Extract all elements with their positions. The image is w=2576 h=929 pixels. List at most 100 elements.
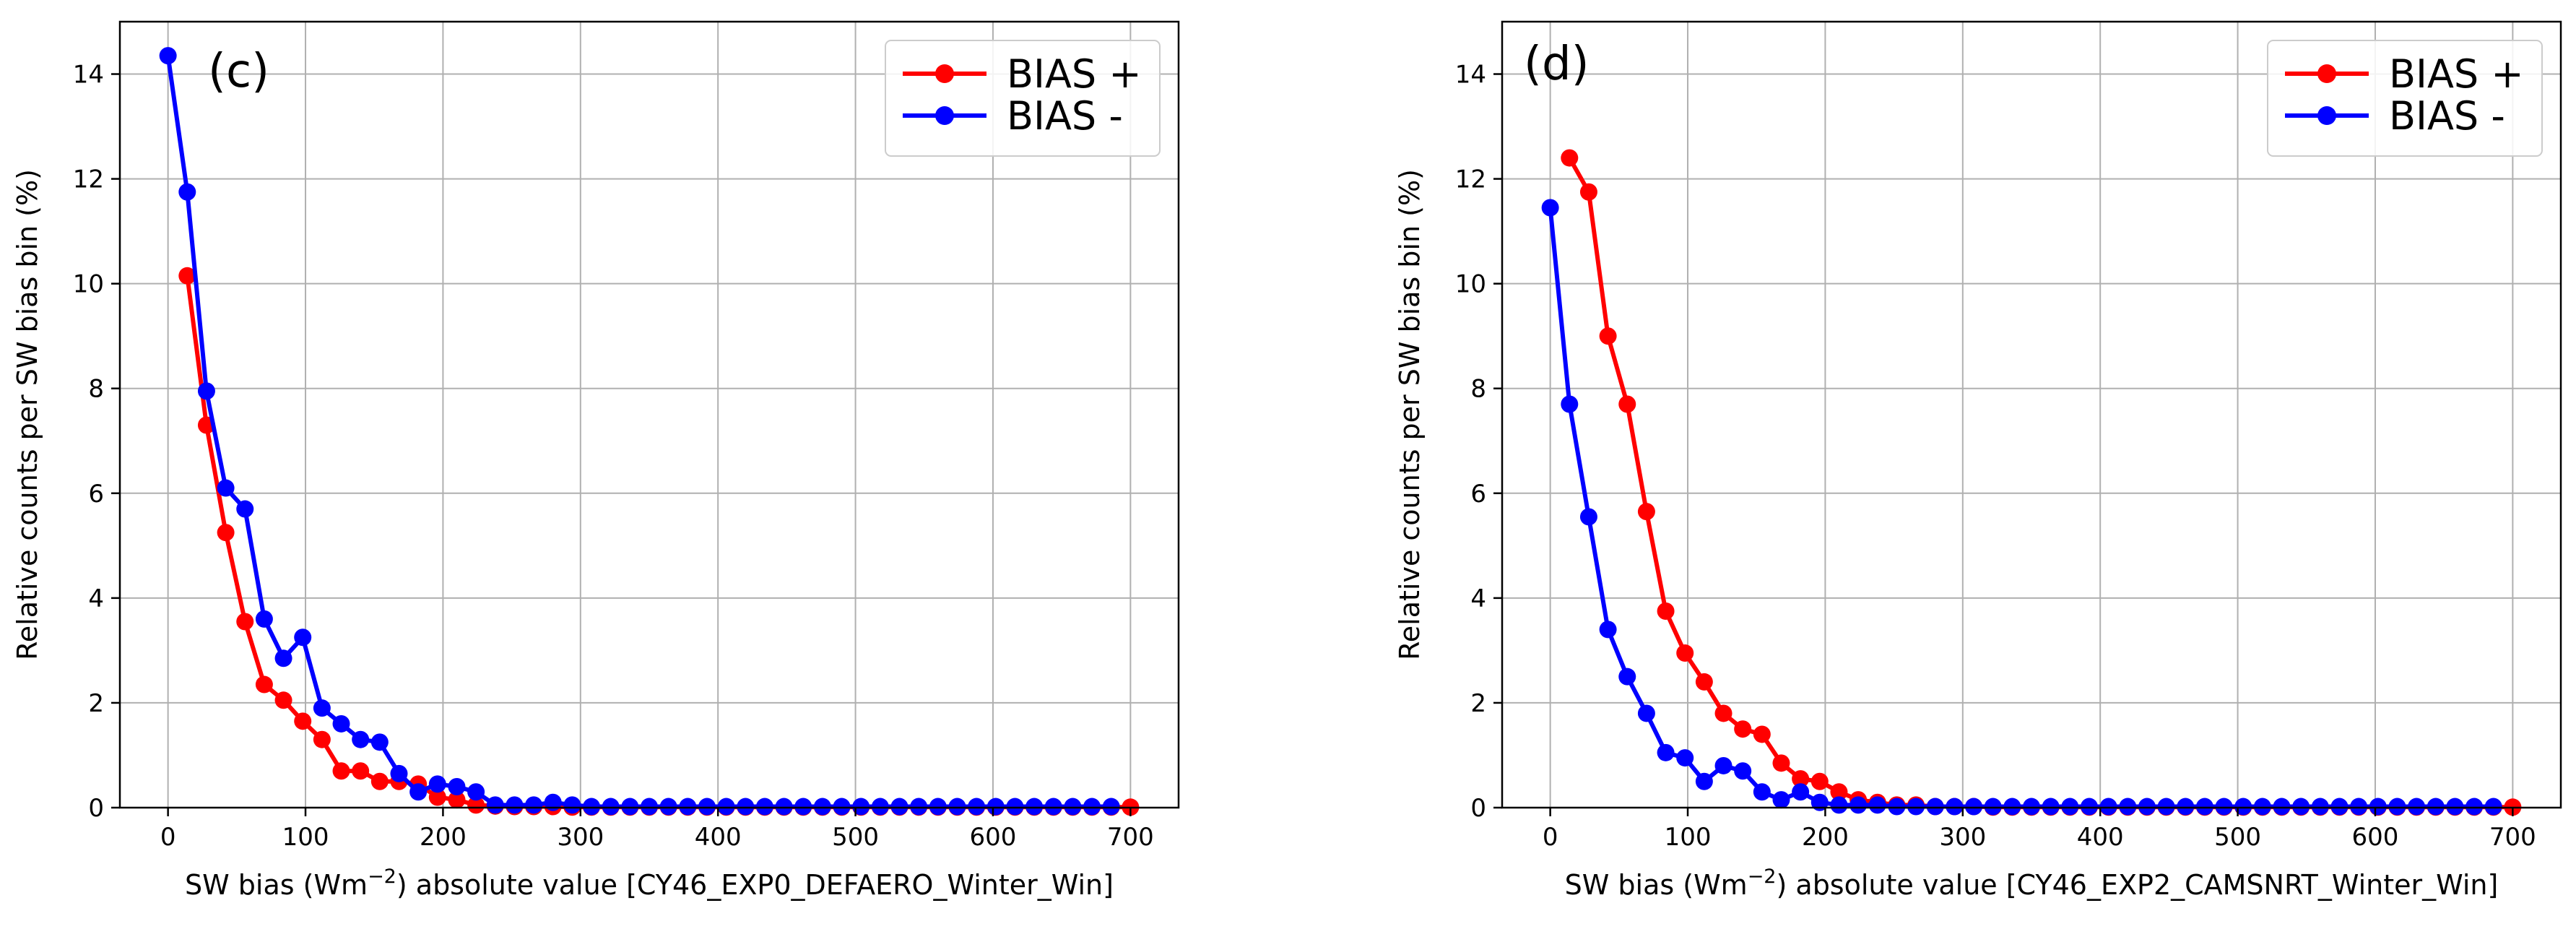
- data-point-bias-minus: [1849, 796, 1868, 814]
- data-point-bias-minus: [910, 798, 928, 816]
- data-point-bias-minus: [1810, 793, 1829, 811]
- y-tick-label: 10: [73, 270, 104, 299]
- data-point-bias-minus: [2099, 798, 2117, 816]
- data-point-bias-minus: [890, 798, 908, 816]
- data-point-bias-minus: [428, 775, 446, 793]
- data-point-bias-plus: [1561, 149, 1579, 167]
- data-point-bias-minus: [986, 798, 1005, 816]
- data-point-bias-minus: [717, 798, 735, 816]
- data-point-bias-minus: [583, 798, 601, 816]
- data-point-bias-minus: [1792, 783, 1810, 801]
- data-point-bias-minus: [506, 796, 524, 814]
- legend: BIAS +BIAS -: [885, 40, 1161, 157]
- data-point-bias-plus: [1753, 725, 1771, 743]
- data-point-bias-plus: [1579, 183, 1597, 201]
- data-point-bias-minus: [794, 798, 812, 816]
- y-tick-label: 4: [1470, 584, 1486, 613]
- data-point-bias-minus: [641, 798, 658, 816]
- data-point-bias-plus: [1772, 754, 1790, 772]
- data-point-bias-minus: [852, 798, 870, 816]
- data-point-bias-minus: [1868, 796, 1886, 814]
- legend-label-bias-plus: BIAS +: [1007, 51, 1142, 97]
- data-point-bias-minus: [755, 798, 773, 816]
- data-point-bias-minus: [352, 730, 370, 748]
- x-tick-label: 100: [282, 823, 329, 852]
- data-point-bias-minus: [197, 382, 215, 400]
- y-tick-label: 12: [73, 165, 104, 194]
- data-point-bias-minus: [2080, 798, 2098, 816]
- x-tick-label: 700: [1107, 823, 1154, 852]
- data-point-bias-plus: [217, 524, 235, 542]
- data-point-bias-minus: [2388, 798, 2406, 816]
- y-tick-label: 12: [1455, 165, 1486, 194]
- data-point-bias-minus: [2273, 798, 2291, 816]
- data-point-bias-minus: [178, 183, 196, 201]
- data-point-bias-plus: [178, 267, 196, 285]
- data-point-bias-minus: [1083, 798, 1101, 816]
- data-point-bias-minus: [1907, 798, 1925, 816]
- data-point-bias-minus: [2466, 798, 2484, 816]
- x-axis-label: SW bias (Wm−2) absolute value [CY46_EXP0…: [185, 865, 1114, 901]
- data-point-bias-plus: [294, 712, 312, 730]
- legend-label-bias-plus: BIAS +: [2389, 51, 2524, 97]
- x-tick-label: 500: [2214, 823, 2261, 852]
- data-point-bias-minus: [2138, 798, 2156, 816]
- data-point-bias-plus: [1830, 783, 1848, 801]
- legend-box: [885, 40, 1161, 157]
- data-point-bias-minus: [217, 479, 235, 497]
- x-tick-label: 500: [832, 823, 879, 852]
- data-point-bias-minus: [1064, 798, 1082, 816]
- data-point-bias-minus: [1657, 743, 1675, 761]
- y-tick-label: 8: [1470, 375, 1486, 404]
- data-point-bias-minus: [1965, 798, 1983, 816]
- x-tick-label: 600: [970, 823, 1017, 852]
- data-point-bias-minus: [159, 47, 177, 65]
- data-point-bias-plus: [352, 762, 370, 780]
- y-axis-label: Relative counts per SW bias bin (%): [12, 169, 43, 660]
- data-point-bias-minus: [2446, 798, 2464, 816]
- x-tick-label: 100: [1665, 823, 1712, 852]
- y-axis-label: Relative counts per SW bias bin (%): [1394, 169, 1426, 660]
- data-point-bias-minus: [1946, 798, 1964, 816]
- data-point-bias-plus: [1695, 673, 1713, 691]
- y-tick-label: 4: [88, 584, 104, 613]
- data-point-bias-minus: [1772, 791, 1790, 809]
- panel-label: (d): [1524, 38, 1590, 91]
- data-point-bias-minus: [1102, 798, 1120, 816]
- data-point-bias-minus: [2042, 798, 2060, 816]
- data-point-bias-minus: [1984, 798, 2002, 816]
- chart-panel-c: 0 100 200 300 400 500 600 700 0 2 4 6 8 10 12 14 SW bias…: [12, 20, 1180, 901]
- data-point-bias-plus: [1618, 395, 1636, 413]
- data-point-bias-minus: [1044, 798, 1062, 816]
- y-tick-label: 0: [88, 794, 104, 823]
- data-point-bias-minus: [2215, 798, 2233, 816]
- data-point-bias-minus: [544, 793, 562, 811]
- data-point-bias-minus: [1926, 798, 1944, 816]
- y-tick-label: 6: [1470, 480, 1486, 509]
- data-point-bias-minus: [1006, 798, 1024, 816]
- data-point-bias-minus: [2292, 798, 2310, 816]
- data-point-bias-minus: [775, 798, 793, 816]
- data-point-bias-minus: [698, 798, 716, 816]
- data-point-bias-minus: [2023, 798, 2040, 816]
- legend: BIAS +BIAS -: [2267, 40, 2543, 157]
- data-point-bias-minus: [1579, 508, 1597, 526]
- data-point-bias-plus: [1657, 602, 1675, 620]
- data-point-bias-plus: [1637, 503, 1655, 521]
- data-point-bias-minus: [833, 798, 851, 816]
- data-point-bias-minus: [737, 798, 755, 816]
- data-point-bias-minus: [1637, 704, 1655, 722]
- data-point-bias-minus: [2408, 798, 2426, 816]
- data-point-bias-minus: [813, 798, 831, 816]
- data-point-bias-minus: [1888, 798, 1906, 816]
- chart-panel-d: 0 100 200 300 400 500 600 700 0 2 4 6 8 10 12 14 SW bias…: [1394, 20, 2562, 901]
- x-tick-label: 400: [695, 823, 742, 852]
- data-point-bias-minus: [871, 798, 889, 816]
- data-point-bias-plus: [313, 730, 331, 748]
- data-point-bias-minus: [2119, 798, 2137, 816]
- data-point-bias-minus: [2234, 798, 2252, 816]
- data-point-bias-minus: [2484, 798, 2502, 816]
- data-point-bias-minus: [1830, 796, 1848, 814]
- data-point-bias-plus: [370, 772, 389, 790]
- data-point-bias-minus: [563, 796, 581, 814]
